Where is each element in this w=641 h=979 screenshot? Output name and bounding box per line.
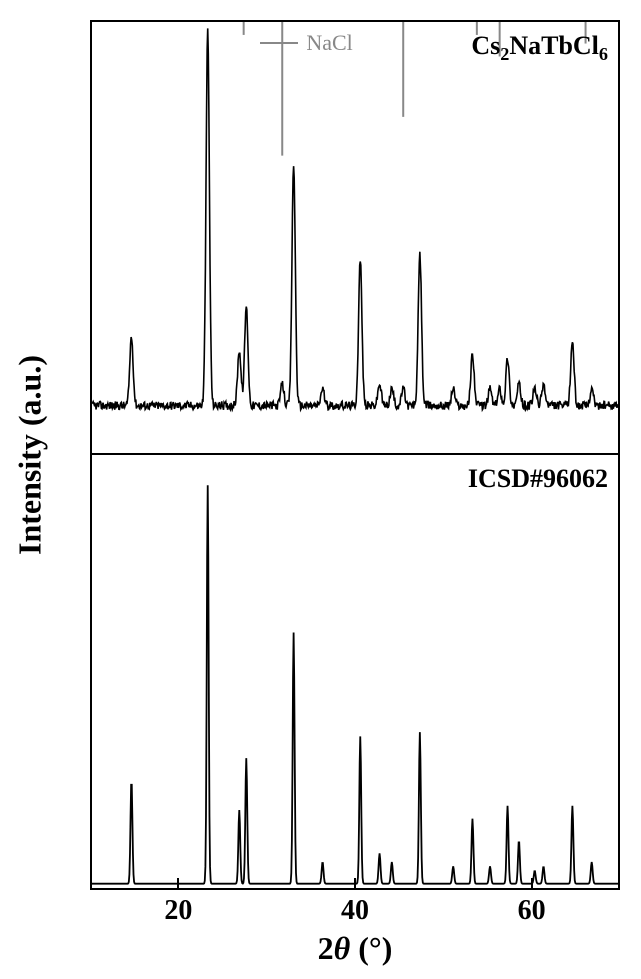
y-axis-label: Intensity (a.u.): [10, 20, 50, 890]
x-tick-label: 20: [164, 895, 192, 927]
xrd-spectrum-top: [92, 22, 618, 453]
nacl-legend: NaCl: [260, 30, 352, 56]
xrd-spectrum-bottom: [92, 455, 618, 888]
x-tick-mark: [177, 878, 179, 890]
panel-top: NaCl Cs2NaTbCl6: [92, 22, 618, 455]
panel-top-title: Cs2NaTbCl6: [471, 32, 608, 64]
x-axis-label-suffix: (°): [350, 930, 392, 966]
legend-line-icon: [260, 42, 298, 44]
plot-area: NaCl Cs2NaTbCl6 ICSD#96062: [90, 20, 620, 890]
x-axis-label-theta: θ: [334, 930, 351, 966]
legend-text: NaCl: [306, 30, 352, 56]
x-tick-label: 60: [518, 895, 546, 927]
xrd-figure: Intensity (a.u.) 2θ (°) NaCl Cs2NaTbCl6 …: [0, 0, 641, 979]
panel-bottom-title: ICSD#96062: [468, 465, 608, 494]
x-tick-mark: [531, 878, 533, 890]
x-tick-mark: [354, 878, 356, 890]
x-tick-label: 40: [341, 895, 369, 927]
x-axis-label: 2θ (°): [90, 930, 620, 967]
x-axis-label-prefix: 2: [318, 930, 334, 966]
panel-bottom: ICSD#96062: [92, 455, 618, 888]
